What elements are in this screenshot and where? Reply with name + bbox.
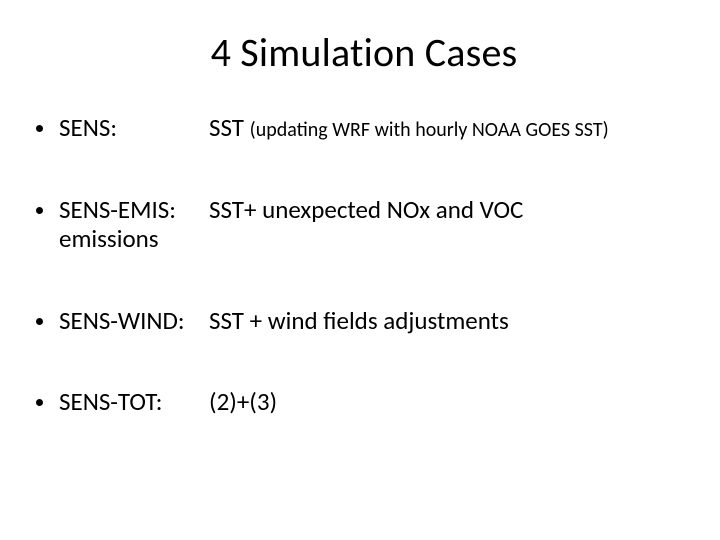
item-label: SENS-TOT: bbox=[59, 387, 209, 417]
list-item: SENS-TOT: (2)+(3) bbox=[36, 387, 692, 417]
item-desc-main: SST bbox=[209, 112, 250, 143]
bullet-icon bbox=[36, 399, 43, 406]
item-desc: SST + wind fields adjustments bbox=[209, 306, 692, 336]
item-label: SENS: bbox=[59, 113, 209, 143]
slide-title: 4 Simulation Cases bbox=[36, 28, 692, 77]
slide: 4 Simulation Cases SENS: SST (updating W… bbox=[0, 0, 720, 540]
item-desc: SST+ unexpected NOx and VOC emissions bbox=[209, 195, 692, 254]
bullet-list: SENS: SST (updating WRF with hourly NOAA… bbox=[36, 113, 692, 417]
item-desc-sub: (updating WRF with hourly NOAA GOES SST) bbox=[250, 118, 609, 142]
bullet-icon bbox=[36, 318, 43, 325]
list-item: SENS-WIND: SST + wind fields adjustments bbox=[36, 306, 692, 336]
item-desc: SST (updating WRF with hourly NOAA GOES … bbox=[209, 113, 692, 143]
list-item: SENS-EMIS: SST+ unexpected NOx and VOC e… bbox=[36, 195, 692, 254]
item-desc: (2)+(3) bbox=[209, 387, 692, 417]
list-item: SENS: SST (updating WRF with hourly NOAA… bbox=[36, 113, 692, 143]
item-desc-main: SST+ unexpected NOx and VOC bbox=[209, 194, 523, 225]
item-desc-wrap: emissions bbox=[59, 224, 692, 254]
item-label: SENS-WIND: bbox=[59, 306, 209, 336]
item-desc-main: SST + wind fields adjustments bbox=[209, 305, 509, 336]
item-label: SENS-EMIS: bbox=[59, 195, 209, 225]
bullet-icon bbox=[36, 207, 43, 214]
item-desc-main: (2)+(3) bbox=[209, 386, 277, 417]
bullet-icon bbox=[36, 125, 43, 132]
